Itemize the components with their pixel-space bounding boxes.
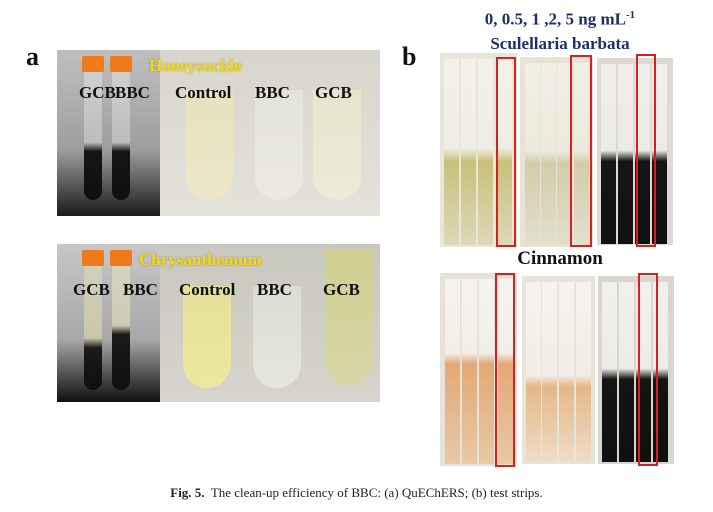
strip-photo-no-cleanup xyxy=(440,273,517,466)
tube-label: BBC xyxy=(115,83,150,102)
gcb-tube xyxy=(84,266,102,390)
test-strip xyxy=(602,282,617,462)
test-strip xyxy=(479,279,494,464)
tube-cap xyxy=(110,56,132,72)
test-strip xyxy=(557,63,572,245)
tube-label: GCB xyxy=(315,83,352,102)
tube-label: BBC xyxy=(255,83,290,102)
test-strip xyxy=(462,279,477,464)
panel-a-letter: a xyxy=(26,42,39,71)
test-strip xyxy=(635,64,650,244)
gcb-sample xyxy=(313,90,361,200)
caption-text: The clean-up efficiency of BBC: (a) QuEC… xyxy=(210,485,543,500)
strips-header: 0, 0.5, 1 ,2, 5 ng mL-1 Sculellaria barb… xyxy=(440,3,680,56)
tube-label: BBC xyxy=(257,280,292,299)
strip-photo-no-cleanup xyxy=(440,53,517,247)
photo-title-chrysanthemum: Chrysanthemum xyxy=(139,250,262,269)
panel-b-letter: b xyxy=(402,42,417,71)
strip-photo-gcb xyxy=(598,276,674,464)
gcb-tube xyxy=(84,72,102,200)
caption-label: Fig. 5. xyxy=(170,485,205,500)
tube-label: BBC xyxy=(123,280,158,299)
highlight-box xyxy=(638,273,658,466)
tube-label: GCB xyxy=(73,280,110,299)
control-sample xyxy=(183,286,231,388)
test-strip xyxy=(526,282,541,462)
figure-caption: Fig. 5. The clean-up efficiency of BBC: … xyxy=(0,485,713,501)
bbc-sample xyxy=(253,286,301,388)
test-strip xyxy=(576,282,591,462)
test-strip xyxy=(542,282,557,462)
tube-label: Control xyxy=(175,83,232,102)
test-strip xyxy=(541,63,556,245)
test-strip xyxy=(618,64,633,244)
tube-label: Control xyxy=(179,280,236,299)
tube-rack xyxy=(57,244,160,402)
strip-photo-bbc xyxy=(522,276,595,464)
test-strip xyxy=(444,59,459,245)
test-strip xyxy=(559,282,574,462)
test-strip xyxy=(574,63,589,245)
test-strip xyxy=(525,63,540,245)
test-strip xyxy=(497,59,512,245)
highlight-box xyxy=(495,273,515,467)
test-strip xyxy=(445,279,460,464)
test-strip xyxy=(619,282,634,462)
concentration-label: 0, 0.5, 1 ,2, 5 ng mL-1 xyxy=(484,9,636,29)
honeysuckle-photo: Honeysuckle GCB BBC Control BBC GCB xyxy=(57,50,380,216)
control-sample xyxy=(185,90,233,200)
bbc-tube xyxy=(112,72,130,200)
highlight-box xyxy=(636,54,656,247)
tube-label: GCB xyxy=(79,83,116,102)
tube-cap xyxy=(82,56,104,72)
test-strip xyxy=(498,279,513,464)
highlight-box xyxy=(570,55,592,247)
photo-title-honeysuckle: Honeysuckle xyxy=(149,56,242,75)
tube-rack xyxy=(57,50,160,216)
strip-photo-gcb xyxy=(597,58,673,245)
sample-name-label: Sculellaria barbata xyxy=(490,33,630,53)
tube-cap xyxy=(110,250,132,266)
test-strip xyxy=(478,59,493,245)
strip-photo-bbc xyxy=(520,57,593,247)
gcb-sample xyxy=(325,250,373,386)
cinnamon-label: Cinnamon xyxy=(517,248,603,269)
bbc-tube xyxy=(112,266,130,390)
bbc-sample xyxy=(255,90,303,200)
tube-cap xyxy=(82,250,104,266)
tube-label: GCB xyxy=(323,280,360,299)
test-strip xyxy=(461,59,476,245)
test-strip xyxy=(601,64,616,244)
chrysanthemum-photo: Chrysanthemum GCB BBC Control BBC GCB xyxy=(57,244,380,402)
highlight-box xyxy=(496,57,516,247)
